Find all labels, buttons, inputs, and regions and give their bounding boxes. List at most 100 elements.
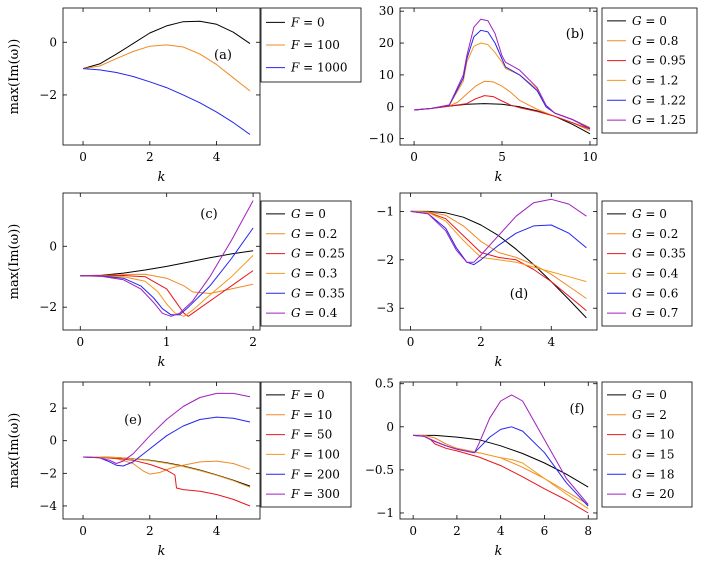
legend: G = 0 G = 0.2 G = 0.25 G = 0.3 G = 0.35 G = 0… (260, 200, 352, 327)
series-line-3 (410, 210, 587, 311)
chart-panel-6: 0 2 4 6 8 0.5 0 −0.5 −1 k (f) G = 0 G = 2 G = 10 G = 1… (365, 377, 693, 559)
legend: G = 0 G = 0.8 G = 0.95 G = 1.2 G = 1.22 G = 1… (601, 7, 698, 134)
legend-entry-5: F = 200 (290, 467, 340, 481)
x-tick-label: 10 (582, 150, 597, 164)
series-line-2 (414, 80, 591, 132)
y-axis-label: max(Im(ω)) (7, 224, 22, 300)
x-tick-label: 4 (497, 524, 505, 538)
legend-frame (260, 200, 352, 327)
plot-frame (399, 192, 598, 331)
series-line-4 (83, 456, 251, 488)
chart-panel-3: 0 1 2 0 −2 k max(Im(ω)) (c) G = 0 G = 0.2 G = 0.25… (7, 192, 352, 370)
series-line-5 (80, 227, 254, 316)
y-tick-label: −1 (376, 204, 394, 218)
panel-label: (f) (570, 402, 585, 417)
x-tick-label: 8 (584, 524, 592, 538)
legend-entry-3: G = 0.25 (291, 247, 345, 261)
legend: G = 0 G = 0.2 G = 0.35 G = 0.4 G = 0.6 G = 0.… (601, 200, 693, 327)
series-line-1 (82, 20, 251, 70)
y-tick-label: 30 (379, 4, 394, 18)
y-tick-label: 0 (386, 100, 394, 114)
plot-frame (399, 381, 598, 520)
legend-entry-1: G = 0 (632, 14, 667, 28)
legend: F = 0 F = 100 F = 1000 (260, 7, 362, 83)
legend: F = 0 F = 10 F = 50 F = 100 F = 200 F = 300 (260, 381, 352, 508)
plot-frame (62, 381, 261, 520)
series-group (80, 200, 254, 317)
series-line-3 (80, 270, 254, 317)
legend-entry-6: G = 20 (632, 487, 675, 501)
legend-entry-4: F = 100 (290, 447, 340, 461)
x-tick-label: 2 (477, 335, 485, 349)
series-line-2 (82, 44, 251, 92)
panel-label: (c) (200, 207, 217, 222)
x-tick-label: 2 (453, 524, 461, 538)
x-tick-label: 0 (409, 524, 417, 538)
x-tick-label: 4 (547, 335, 555, 349)
y-tick-label: −2 (39, 466, 57, 480)
x-tick-label: 0 (79, 150, 87, 164)
x-tick-label: 0 (410, 150, 418, 164)
series-line-6 (82, 392, 251, 464)
series-group (82, 20, 251, 135)
x-tick-label: 2 (249, 335, 257, 349)
x-tick-label: 2 (146, 524, 154, 538)
legend-entry-2: F = 10 (290, 408, 332, 422)
legend-entry-1: F = 0 (290, 15, 325, 29)
legend-entry-2: G = 0.2 (632, 227, 678, 241)
x-axis-label: k (158, 170, 166, 185)
x-tick-label: 4 (213, 150, 221, 164)
series-line-5 (82, 416, 251, 467)
legend-frame (601, 381, 693, 508)
x-axis-label: k (495, 170, 503, 185)
x-axis-label: k (158, 355, 166, 370)
y-tick-label: 0 (49, 35, 57, 49)
series-line-6 (414, 18, 591, 130)
series-line-5 (410, 210, 587, 266)
series-line-1 (410, 210, 587, 319)
chart-panel-1: 0 2 4 0 −2 k max(Im(ω)) (a) F = 0 F = 100 F = 1000 (7, 7, 362, 185)
legend-entry-6: G = 0.7 (632, 306, 678, 320)
series-group (410, 198, 587, 319)
legend-entry-3: F = 1000 (290, 61, 348, 75)
legend-entry-3: G = 0.95 (632, 54, 686, 68)
series-line-6 (413, 394, 589, 505)
y-tick-label: −2 (376, 253, 394, 267)
panel-label: (b) (566, 27, 584, 42)
y-axis-label: max(Im(ω)) (7, 413, 22, 489)
y-tick-label: 0 (49, 434, 57, 448)
legend-entry-5: G = 1.22 (632, 93, 686, 107)
legend-entry-1: F = 0 (290, 388, 325, 402)
x-tick-label: 5 (498, 150, 506, 164)
x-axis-label: k (495, 355, 503, 370)
x-tick-label: 0 (76, 335, 84, 349)
series-group (413, 394, 589, 514)
legend-entry-1: G = 0 (632, 207, 667, 221)
legend-entry-5: G = 18 (632, 467, 675, 481)
legend-entry-3: G = 10 (632, 428, 675, 442)
y-tick-label: −2 (39, 88, 57, 102)
y-tick-label: 2 (49, 401, 57, 415)
legend-entry-4: G = 0.4 (632, 266, 679, 280)
legend-entry-6: F = 300 (290, 487, 340, 501)
legend-entry-2: G = 2 (632, 408, 667, 422)
legend-entry-6: G = 1.25 (632, 113, 686, 127)
legend-entry-2: G = 0.8 (632, 34, 678, 48)
series-line-1 (80, 250, 254, 277)
series-line-2 (410, 210, 587, 299)
legend-frame (601, 200, 693, 327)
legend: G = 0 G = 2 G = 10 G = 15 G = 18 G = 20 (601, 381, 693, 508)
series-group (82, 392, 251, 507)
plot-frame (399, 7, 598, 146)
y-tick-label: 0.5 (375, 377, 394, 391)
y-tick-label: 10 (379, 68, 394, 82)
series-line-6 (80, 200, 254, 317)
series-line-1 (414, 103, 591, 135)
y-tick-label: −1 (376, 506, 394, 520)
legend-entry-4: G = 1.2 (632, 73, 678, 87)
x-axis-label: k (495, 544, 503, 559)
panel-label: (a) (214, 48, 232, 63)
chart-panel-4: 0 2 4 −1 −2 −3 k (d) G = 0 G = 0.2 G = 0.35 G = 0.4… (376, 192, 693, 370)
y-tick-label: −4 (39, 499, 57, 513)
